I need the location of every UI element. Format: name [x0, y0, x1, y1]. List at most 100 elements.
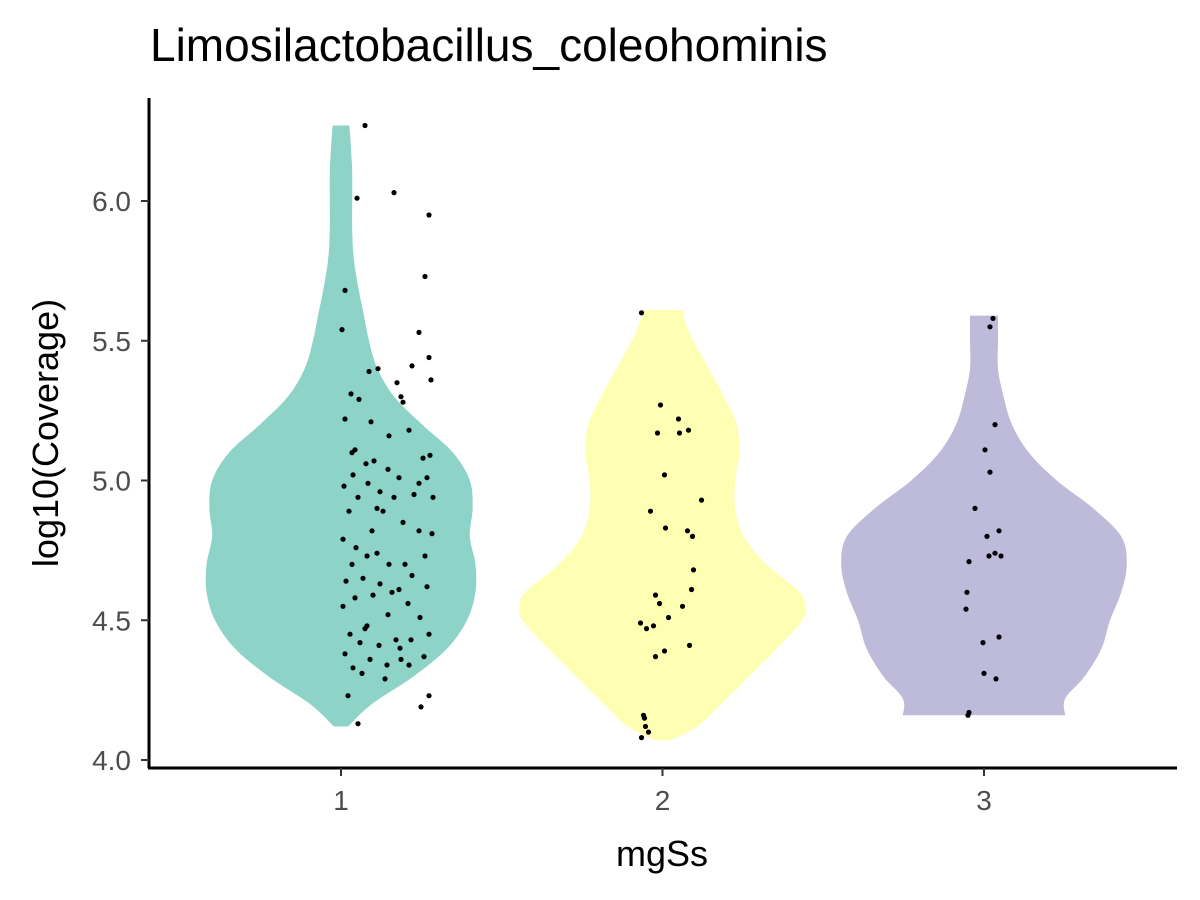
data-point [424, 584, 430, 590]
data-point [409, 363, 415, 369]
data-point [360, 575, 366, 581]
data-point [982, 447, 988, 453]
data-point [362, 122, 368, 129]
data-point [418, 704, 424, 710]
data-point [382, 676, 388, 682]
data-point [984, 533, 990, 540]
data-point [375, 366, 381, 372]
data-point [350, 472, 356, 478]
data-point [364, 553, 370, 559]
data-point [394, 380, 400, 386]
data-point [643, 626, 650, 632]
data-point [426, 631, 432, 637]
data-point [368, 419, 374, 425]
data-point [376, 642, 382, 649]
x-tick-label: 1 [333, 785, 349, 816]
data-point [990, 315, 996, 321]
data-point [374, 505, 380, 511]
data-point [346, 508, 352, 514]
data-point [992, 422, 998, 428]
data-point [340, 603, 346, 609]
data-point [657, 402, 664, 408]
data-point [641, 715, 648, 721]
y-tick-label: 5.0 [92, 466, 131, 497]
data-point [416, 480, 422, 486]
data-point [355, 494, 361, 500]
data-point [998, 553, 1004, 559]
data-point [650, 623, 657, 629]
data-point [676, 430, 683, 436]
data-point [986, 553, 992, 559]
data-point [339, 327, 345, 333]
data-point [665, 614, 672, 621]
data-point [429, 531, 435, 537]
data-point [406, 662, 412, 668]
data-point [964, 589, 970, 595]
data-point [686, 642, 693, 649]
violin-1 [205, 125, 477, 727]
data-point [689, 533, 696, 540]
x-tick-label: 3 [976, 785, 992, 816]
data-point [359, 670, 365, 677]
violin-2 [519, 310, 806, 741]
data-point [430, 494, 436, 500]
data-point [355, 721, 361, 727]
data-point [364, 623, 370, 629]
data-point [397, 645, 403, 651]
data-point [356, 396, 362, 402]
data-point [420, 455, 426, 461]
data-point [347, 631, 353, 637]
data-point [363, 461, 369, 467]
data-point [377, 489, 383, 495]
data-point [422, 553, 428, 559]
x-axis-title: mgSs [616, 833, 708, 874]
data-point [654, 430, 661, 436]
data-point [690, 567, 697, 573]
data-point [366, 368, 372, 375]
data-point [357, 640, 363, 646]
points-layer [339, 122, 1004, 741]
data-point [966, 559, 972, 565]
data-point [354, 195, 360, 201]
data-point [374, 550, 380, 556]
data-point [981, 670, 987, 677]
data-point [980, 640, 986, 646]
data-point [638, 310, 645, 316]
x-ticks-layer: 1 2 3 [333, 768, 992, 816]
data-point [661, 472, 668, 478]
data-point [341, 483, 347, 489]
data-point [409, 572, 415, 579]
data-point [365, 480, 371, 486]
data-point [353, 545, 359, 551]
data-point [972, 505, 978, 511]
y-tick-label: 6.0 [92, 186, 131, 217]
y-tick-label: 4.5 [92, 605, 131, 636]
data-point [992, 550, 998, 556]
data-point [386, 433, 392, 439]
data-point [385, 466, 391, 472]
data-point [405, 600, 411, 607]
data-point [402, 561, 408, 567]
data-point [384, 662, 390, 668]
data-point [367, 656, 373, 663]
data-point [340, 536, 346, 542]
violins-layer [205, 125, 1127, 741]
data-point [386, 561, 392, 567]
data-point [645, 729, 652, 735]
data-point [398, 394, 404, 400]
y-tick-label: 4.0 [92, 745, 131, 776]
data-point [348, 391, 354, 397]
y-ticks-layer: 4.0 4.5 5.0 5.5 6.0 [92, 186, 149, 776]
data-point [426, 212, 432, 218]
data-point [416, 329, 422, 335]
x-tick-label: 2 [655, 785, 671, 816]
data-point [370, 592, 376, 598]
data-point [421, 654, 427, 660]
data-point [349, 561, 355, 567]
violin-3 [841, 315, 1127, 716]
data-point [688, 586, 695, 593]
data-point [342, 287, 348, 293]
data-point [426, 693, 432, 699]
data-point [389, 589, 395, 595]
data-point [400, 399, 406, 405]
